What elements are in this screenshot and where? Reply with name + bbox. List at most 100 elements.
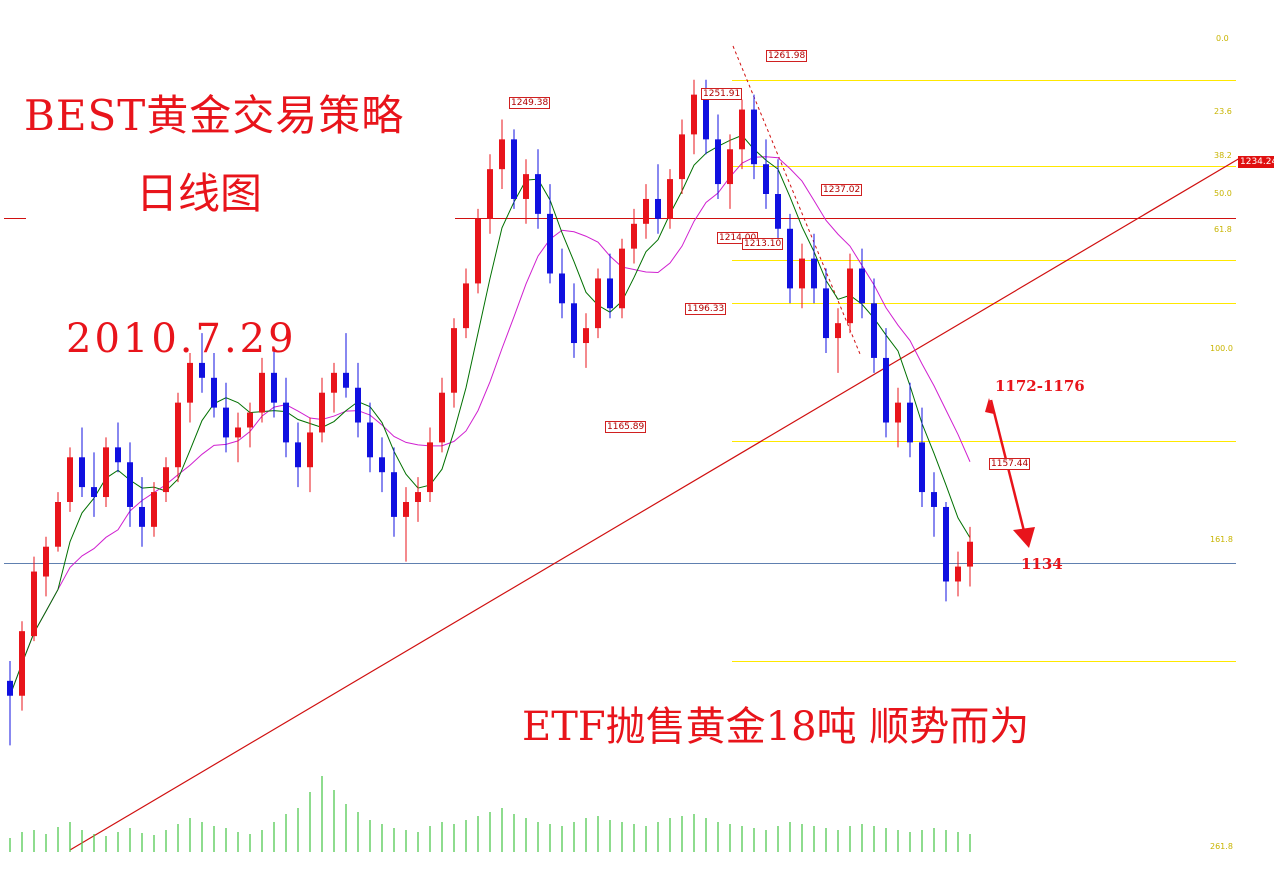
target-price-label: 1134 xyxy=(1021,555,1063,573)
candle-body xyxy=(319,392,325,433)
candle-body xyxy=(79,457,85,488)
candle-body xyxy=(583,328,589,344)
price-label-1249: 1249.38 xyxy=(509,97,551,109)
current-price-tag: 1234.24 xyxy=(1238,156,1274,168)
candle-body xyxy=(931,492,937,507)
candle-body xyxy=(103,447,109,498)
candle-body xyxy=(835,323,841,339)
candle-body xyxy=(607,278,613,309)
candle-body xyxy=(43,546,49,577)
candle-body xyxy=(523,174,529,199)
candle-body xyxy=(235,427,241,438)
chart-subtitle: 日线图 xyxy=(136,169,263,218)
candle-body xyxy=(739,109,745,150)
candle-body xyxy=(595,278,601,329)
price-label-1157: 1157.44 xyxy=(989,458,1031,470)
candle-body xyxy=(259,372,265,413)
candle-body xyxy=(127,462,133,507)
candle-body xyxy=(499,139,505,170)
candle-body xyxy=(691,94,697,135)
candle-body xyxy=(871,303,877,358)
candle-body xyxy=(55,502,61,547)
candle-body xyxy=(91,487,97,498)
candle-body xyxy=(439,392,445,443)
candle-body xyxy=(811,258,817,289)
candle-body xyxy=(223,407,229,438)
candle-body xyxy=(847,268,853,324)
ma-short-line xyxy=(9,134,971,696)
candle-body xyxy=(475,218,481,284)
candle-body xyxy=(271,372,277,403)
candle-body xyxy=(295,442,301,468)
candle-body xyxy=(967,541,973,567)
candle-body xyxy=(715,139,721,185)
price-label-1237: 1237.02 xyxy=(821,184,863,196)
candle-body xyxy=(151,492,157,527)
price-label-1165: 1165.89 xyxy=(605,421,647,433)
candle-body xyxy=(139,506,145,527)
candle-body xyxy=(379,457,385,473)
candle-body xyxy=(751,109,757,165)
uptrend-line xyxy=(69,157,1241,851)
candle-body xyxy=(547,213,553,274)
forecast-arrow-line xyxy=(989,399,1029,544)
candle-body xyxy=(355,387,361,423)
candle-body xyxy=(955,566,961,582)
fib-label-1000: 100.0 xyxy=(1210,344,1233,353)
candle-body xyxy=(511,139,517,199)
candle-body xyxy=(247,412,253,428)
price-label-1251: 1251.91 xyxy=(701,88,743,100)
candle-body xyxy=(67,457,73,502)
candle-body xyxy=(859,268,865,304)
candle-body xyxy=(403,502,409,517)
fib-label-618: 61.8 xyxy=(1214,225,1232,234)
chart-title: BEST黄金交易策略 xyxy=(24,91,405,140)
price-label-1261: 1261.98 xyxy=(766,50,808,62)
candle-body xyxy=(283,402,289,443)
candle-body xyxy=(823,288,829,339)
chart-date: 2010.7.29 xyxy=(66,316,297,362)
candle-body xyxy=(895,402,901,423)
candle-body xyxy=(571,303,577,344)
candle-body xyxy=(211,377,217,408)
candle-body xyxy=(943,506,949,582)
candle-body xyxy=(799,258,805,289)
candle-body xyxy=(31,571,37,637)
ma-long-line xyxy=(9,156,971,696)
candle-body xyxy=(883,357,889,423)
candle-body xyxy=(619,248,625,309)
candle-body xyxy=(343,372,349,388)
candle-body xyxy=(463,283,469,329)
fib-label-0: 0.0 xyxy=(1216,34,1229,43)
fib-label-500: 50.0 xyxy=(1214,189,1232,198)
fib-label-382: 38.2 xyxy=(1214,151,1232,160)
price-label-1213: 1213.10 xyxy=(742,238,784,250)
fib-label-236: 23.6 xyxy=(1214,107,1232,116)
candle-body xyxy=(187,362,193,403)
resistance-zone-label: 1172-1176 xyxy=(995,377,1085,395)
caption-etf: ETF抛售黄金18吨 顺势而为 xyxy=(522,704,1030,750)
candle-body xyxy=(919,442,925,493)
candle-body xyxy=(643,198,649,224)
candle-body xyxy=(631,223,637,249)
candle-body xyxy=(391,472,397,517)
candle-body xyxy=(115,447,121,463)
candle-body xyxy=(487,169,493,219)
candle-body xyxy=(175,402,181,468)
candle-body xyxy=(787,228,793,289)
forecast-arrow-tail xyxy=(985,398,994,414)
candle-body xyxy=(727,149,733,185)
candle-body xyxy=(907,402,913,443)
candle-body xyxy=(535,174,541,214)
forecast-arrow-head xyxy=(1013,527,1035,548)
candle-body xyxy=(703,94,709,140)
fib-label-1618: 161.8 xyxy=(1210,535,1233,544)
price-label-1196: 1196.33 xyxy=(685,303,727,315)
candle-body xyxy=(559,273,565,304)
candle-body xyxy=(163,467,169,493)
candle-body xyxy=(19,631,25,696)
candle-body xyxy=(199,362,205,378)
candle-body xyxy=(679,134,685,180)
candle-body xyxy=(367,422,373,458)
candle-body xyxy=(415,492,421,502)
